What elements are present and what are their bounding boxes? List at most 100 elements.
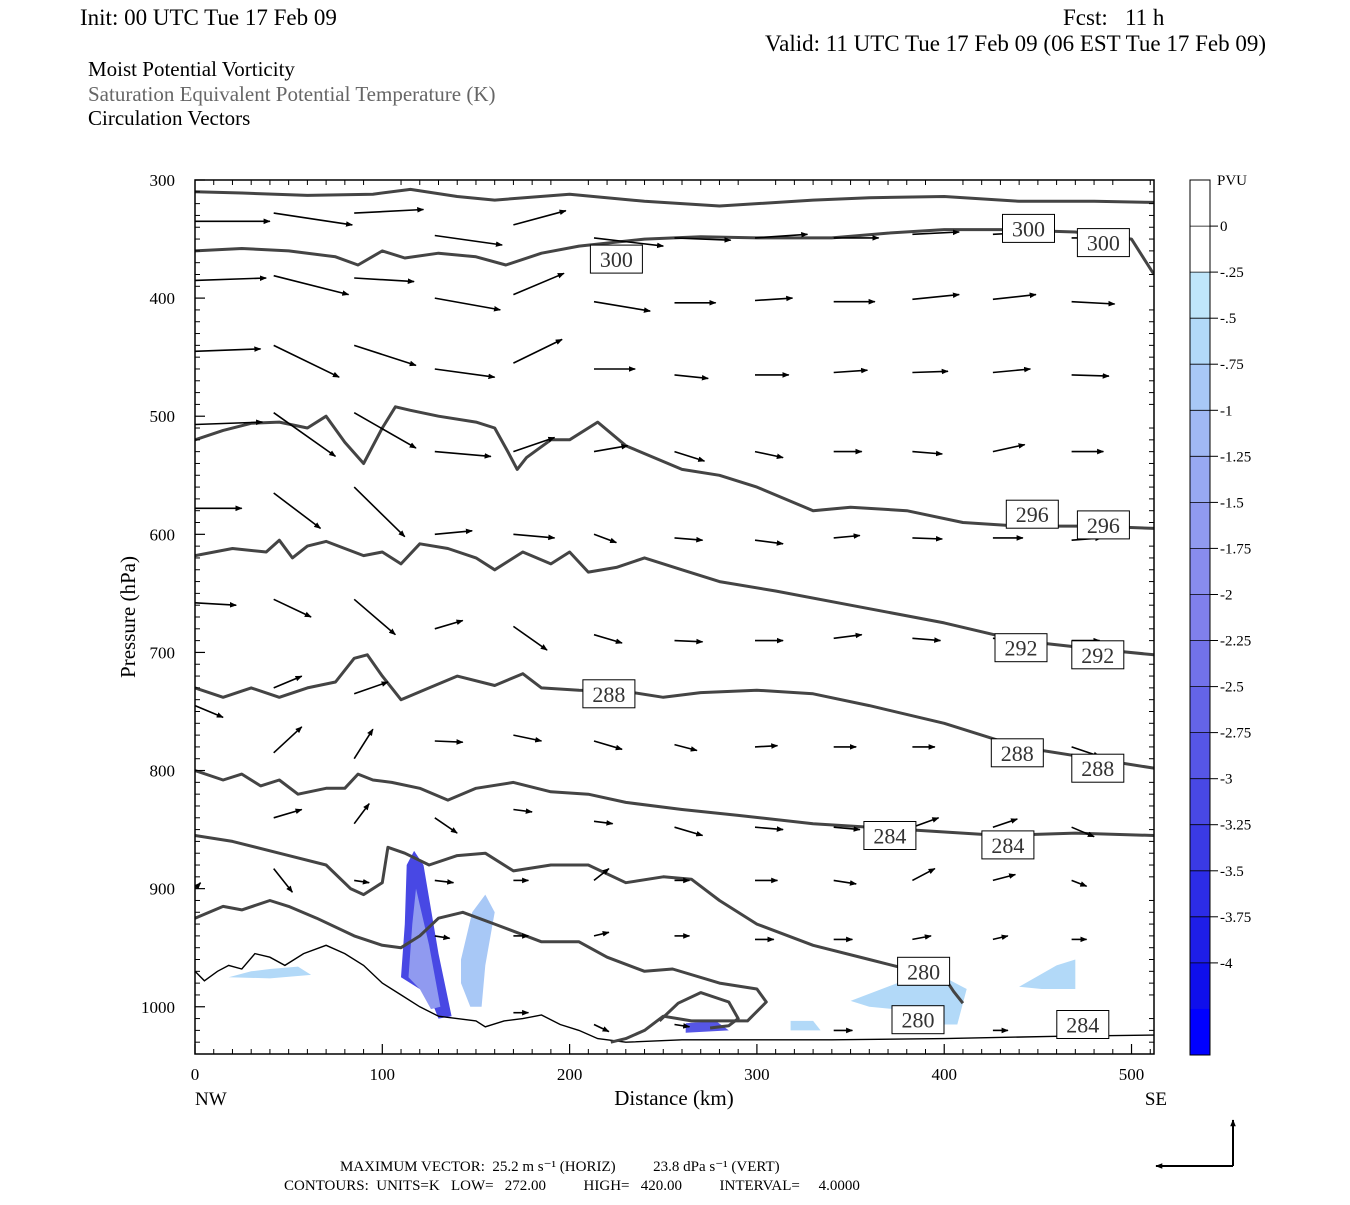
vector-102 xyxy=(593,867,610,882)
vector-69 xyxy=(912,637,942,643)
contour-label-text: 284 xyxy=(991,833,1024,858)
y-tick-label: 1000 xyxy=(141,998,175,1017)
vector-94 xyxy=(912,817,940,828)
vector-51 xyxy=(434,528,473,536)
init-time: Init: 00 UTC Tue 17 Feb 09 xyxy=(80,5,337,30)
vector-27 xyxy=(434,368,496,380)
valid-time: Valid: 11 UTC Tue 17 Feb 09 (06 EST Tue … xyxy=(765,31,1266,56)
contour-label-14: 284 xyxy=(1056,1010,1110,1039)
x-axis-label: Distance (km) xyxy=(614,1086,734,1110)
vector-32 xyxy=(833,367,869,374)
contour-label-text: 300 xyxy=(600,247,633,272)
contour-label-text: 288 xyxy=(592,682,625,707)
vector-46 xyxy=(992,443,1026,453)
vector-65 xyxy=(593,633,623,644)
x-tick-label: 300 xyxy=(744,1065,770,1084)
colorbar-label: -1.25 xyxy=(1220,449,1251,465)
contour-label-0: 300 xyxy=(589,244,643,274)
contour-label-box xyxy=(1071,640,1125,670)
colorbar-label: -3 xyxy=(1220,772,1233,788)
contour-label-9: 288 xyxy=(1071,753,1125,783)
contour-label-8: 288 xyxy=(990,738,1044,768)
vector-5 xyxy=(593,237,664,249)
colorbar-swatch xyxy=(1190,778,1210,826)
vector-86 xyxy=(273,808,303,819)
y-tick-label: 900 xyxy=(150,880,176,899)
vector-37 xyxy=(273,412,337,458)
vector-75 xyxy=(434,739,464,745)
vector-97 xyxy=(195,882,202,890)
vector-49 xyxy=(273,492,322,530)
vector-6 xyxy=(674,237,732,243)
colorbar-label: -1.75 xyxy=(1220,541,1251,557)
colorbar-swatch xyxy=(1190,410,1210,457)
contour-label-text: 280 xyxy=(907,959,940,984)
colorbar-label: -1.5 xyxy=(1220,495,1244,511)
circulation-vectors xyxy=(195,207,1116,1034)
vector-66 xyxy=(674,638,704,645)
colorbar-swatch xyxy=(1190,824,1210,872)
colorbar-swatch xyxy=(1190,962,1210,1010)
plot-frame xyxy=(194,179,1155,1055)
pv-region-1 xyxy=(408,888,441,1010)
vector-30 xyxy=(674,374,709,381)
vector-53 xyxy=(593,533,618,544)
contour-label-text: 292 xyxy=(1005,636,1038,661)
contour-label-text: 292 xyxy=(1081,643,1114,668)
colorbar-label: -.75 xyxy=(1220,357,1244,373)
vector-19 xyxy=(754,295,794,302)
contour-label-5: 292 xyxy=(994,633,1048,663)
vector-98 xyxy=(273,868,294,893)
vector-92 xyxy=(754,826,784,832)
vector-91 xyxy=(674,826,704,837)
contour-label-6: 292 xyxy=(1071,640,1125,670)
vector-52 xyxy=(513,533,556,541)
vector-119 xyxy=(593,1023,610,1033)
contour-label-13: 280 xyxy=(891,1005,945,1035)
vector-61 xyxy=(273,598,312,618)
vector-111 xyxy=(593,931,610,937)
vector-24 xyxy=(195,346,262,353)
colorbar-swatch xyxy=(1190,732,1210,780)
vector-3 xyxy=(434,234,503,247)
colorbar-label: -3.5 xyxy=(1220,864,1244,880)
vector-50 xyxy=(353,486,406,538)
vector-28 xyxy=(513,338,563,364)
vector-96 xyxy=(1071,826,1095,838)
contour-label-box xyxy=(863,821,917,850)
vector-14 xyxy=(354,277,415,285)
y-tick-label: 800 xyxy=(150,762,176,781)
vector-60 xyxy=(195,602,237,608)
vector-12 xyxy=(195,275,267,282)
vector-74 xyxy=(353,681,389,695)
vector-13 xyxy=(273,274,350,296)
colorbar-swatch xyxy=(1190,226,1210,273)
vector-63 xyxy=(434,619,464,630)
vector-88 xyxy=(434,817,458,834)
vector-105 xyxy=(833,879,857,886)
footer-max-vector: MAXIMUM VECTOR: 25.2 m s⁻¹ (HORIZ) 23.8 … xyxy=(340,1159,780,1175)
contour-labels: 300 300 300 296 296 292 292 288 288 288 284 284 280 2… xyxy=(582,213,1130,1039)
vector-99 xyxy=(354,878,370,885)
contour-label-text: 284 xyxy=(873,824,906,849)
contour-label-box xyxy=(1076,510,1130,540)
colorbar-label: -4 xyxy=(1220,956,1233,972)
theta-contours xyxy=(195,187,1154,1044)
colorbar-swatch xyxy=(1190,686,1210,734)
theta-contour-4 xyxy=(195,653,1154,770)
vector-107 xyxy=(992,873,1017,882)
colorbar-label: 0 xyxy=(1220,219,1228,235)
theta-contour-6 xyxy=(195,834,965,1005)
reference-vector xyxy=(1155,1119,1236,1169)
colorbar-swatch xyxy=(1190,870,1210,918)
vector-36 xyxy=(195,419,264,426)
contour-label-text: 280 xyxy=(902,1008,935,1033)
colorbar-swatch xyxy=(1190,272,1210,319)
x-endpoint-right: SE xyxy=(1145,1089,1167,1110)
colorbar-swatch xyxy=(1190,180,1210,227)
terrain-line xyxy=(195,944,1154,1043)
contour-label-box xyxy=(891,1005,945,1035)
colorbar-label: -.5 xyxy=(1220,311,1236,327)
colorbar-swatch xyxy=(1190,640,1210,688)
vector-90 xyxy=(593,820,614,826)
